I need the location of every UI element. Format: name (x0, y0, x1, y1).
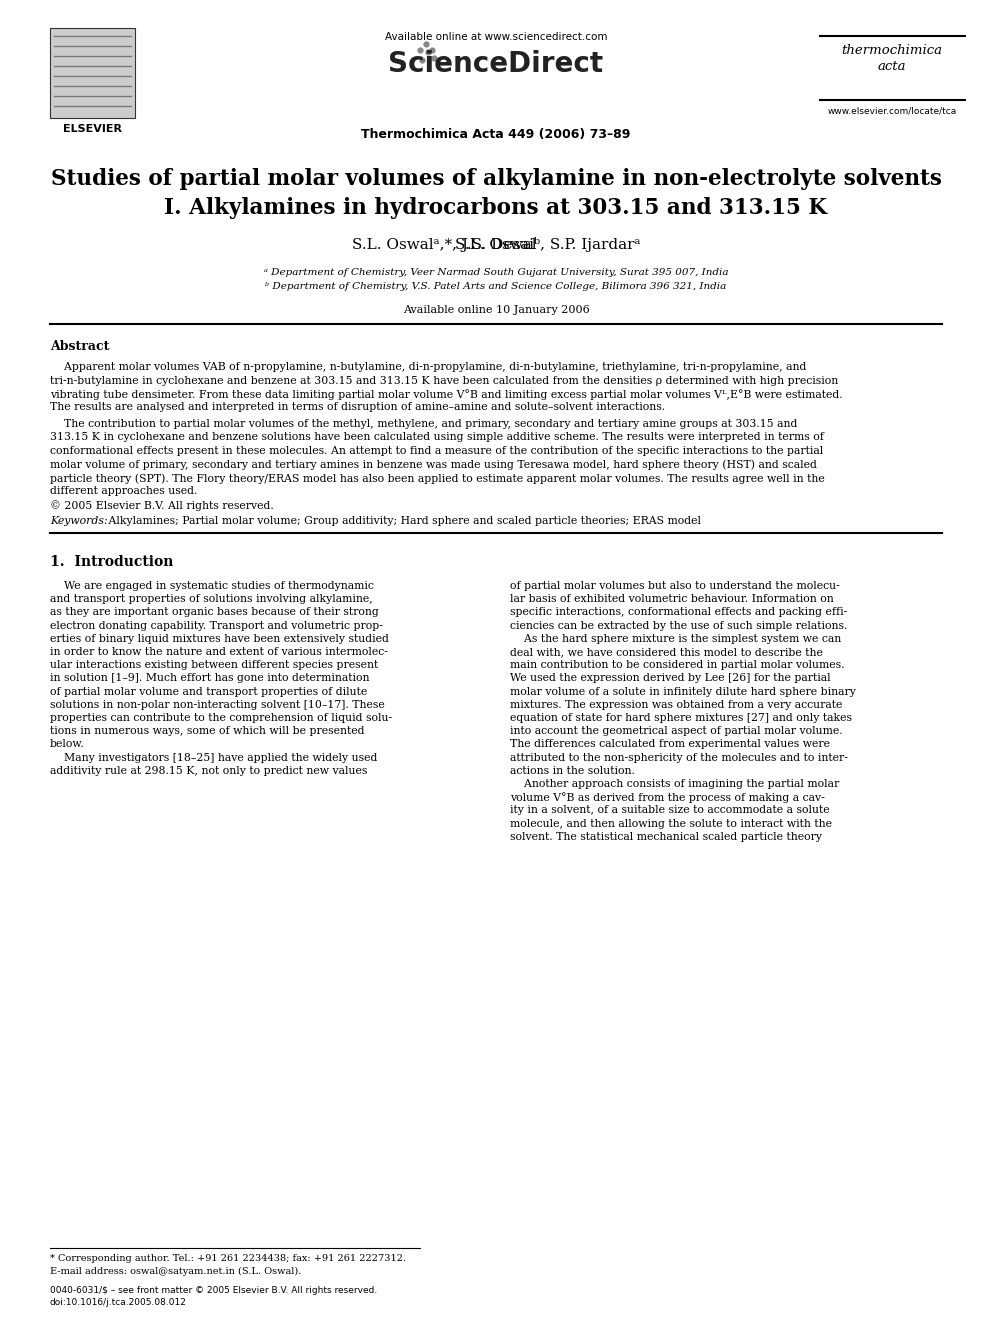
Text: different approaches used.: different approaches used. (50, 487, 197, 496)
Text: deal with, we have considered this model to describe the: deal with, we have considered this model… (510, 647, 823, 658)
Text: www.elsevier.com/locate/tca: www.elsevier.com/locate/tca (827, 107, 956, 116)
Text: Alkylamines; Partial molar volume; Group additivity; Hard sphere and scaled part: Alkylamines; Partial molar volume; Group… (105, 516, 701, 525)
Text: ular interactions existing between different species present: ular interactions existing between diffe… (50, 660, 378, 671)
Text: We used the expression derived by Lee [26] for the partial: We used the expression derived by Lee [2… (510, 673, 830, 684)
Text: of partial molar volumes but also to understand the molecu-: of partial molar volumes but also to und… (510, 581, 840, 591)
Text: Many investigators [18–25] have applied the widely used: Many investigators [18–25] have applied … (50, 753, 377, 762)
Text: ity in a solvent, of a suitable size to accommodate a solute: ity in a solvent, of a suitable size to … (510, 806, 829, 815)
Text: specific interactions, conformational effects and packing effi-: specific interactions, conformational ef… (510, 607, 847, 618)
Text: ᵇ Department of Chemistry, V.S. Patel Arts and Science College, Bilimora 396 321: ᵇ Department of Chemistry, V.S. Patel Ar… (266, 282, 726, 291)
Text: and transport properties of solutions involving alkylamine,: and transport properties of solutions in… (50, 594, 373, 605)
Text: ELSEVIER: ELSEVIER (63, 124, 122, 134)
Text: molecule, and then allowing the solute to interact with the: molecule, and then allowing the solute t… (510, 819, 832, 828)
Text: additivity rule at 298.15 K, not only to predict new values: additivity rule at 298.15 K, not only to… (50, 766, 367, 775)
Text: The differences calculated from experimental values were: The differences calculated from experime… (510, 740, 830, 749)
Text: particle theory (SPT). The Flory theory/ERAS model has also been applied to esti: particle theory (SPT). The Flory theory/… (50, 474, 824, 484)
Text: in solution [1–9]. Much effort has gone into determination: in solution [1–9]. Much effort has gone … (50, 673, 369, 684)
Text: lar basis of exhibited volumetric behaviour. Information on: lar basis of exhibited volumetric behavi… (510, 594, 833, 605)
Text: mixtures. The expression was obtained from a very accurate: mixtures. The expression was obtained fr… (510, 700, 842, 710)
Text: thermochimica: thermochimica (841, 44, 942, 57)
Text: molar volume of primary, secondary and tertiary amines in benzene was made using: molar volume of primary, secondary and t… (50, 459, 816, 470)
Text: 1.  Introduction: 1. Introduction (50, 556, 174, 569)
Text: attributed to the non-sphericity of the molecules and to inter-: attributed to the non-sphericity of the … (510, 753, 848, 762)
Text: 0040-6031/$ – see front matter © 2005 Elsevier B.V. All rights reserved.: 0040-6031/$ – see front matter © 2005 El… (50, 1286, 377, 1295)
Text: conformational effects present in these molecules. An attempt to find a measure : conformational effects present in these … (50, 446, 823, 456)
Text: 313.15 K in cyclohexane and benzene solutions have been calculated using simple : 313.15 K in cyclohexane and benzene solu… (50, 433, 824, 442)
Text: into account the geometrical aspect of partial molar volume.: into account the geometrical aspect of p… (510, 726, 842, 736)
Text: Studies of partial molar volumes of alkylamine in non-electrolyte solvents: Studies of partial molar volumes of alky… (51, 168, 941, 191)
Text: Keywords:: Keywords: (50, 516, 111, 525)
Text: Available online at www.sciencedirect.com: Available online at www.sciencedirect.co… (385, 32, 607, 42)
Text: doi:10.1016/j.tca.2005.08.012: doi:10.1016/j.tca.2005.08.012 (50, 1298, 186, 1307)
Text: acta: acta (878, 60, 907, 73)
Text: volume V°B as derived from the process of making a cav-: volume V°B as derived from the process o… (510, 792, 824, 803)
Text: S.L. Oswalᵃ,*, J.S. Desaiᵇ, S.P. Ijardarᵃ: S.L. Oswalᵃ,*, J.S. Desaiᵇ, S.P. Ijardar… (352, 237, 640, 251)
Text: solvent. The statistical mechanical scaled particle theory: solvent. The statistical mechanical scal… (510, 832, 822, 841)
Text: We are engaged in systematic studies of thermodynamic: We are engaged in systematic studies of … (50, 581, 374, 591)
Text: ScienceDirect: ScienceDirect (389, 50, 603, 78)
Bar (50, 28, 135, 118)
Text: © 2005 Elsevier B.V. All rights reserved.: © 2005 Elsevier B.V. All rights reserved… (50, 500, 274, 511)
Text: * Corresponding author. Tel.: +91 261 2234438; fax: +91 261 2227312.: * Corresponding author. Tel.: +91 261 22… (50, 1254, 406, 1263)
Text: E-mail address: oswal@satyam.net.in (S.L. Oswal).: E-mail address: oswal@satyam.net.in (S.L… (50, 1267, 302, 1277)
Text: Thermochimica Acta 449 (2006) 73–89: Thermochimica Acta 449 (2006) 73–89 (361, 128, 631, 142)
Text: electron donating capability. Transport and volumetric prop-: electron donating capability. Transport … (50, 620, 383, 631)
Text: Apparent molar volumes VAB of n-propylamine, n-butylamine, di-n-propylamine, di-: Apparent molar volumes VAB of n-propylam… (50, 363, 806, 372)
Text: properties can contribute to the comprehension of liquid solu-: properties can contribute to the compreh… (50, 713, 392, 722)
Text: as they are important organic bases because of their strong: as they are important organic bases beca… (50, 607, 379, 618)
Text: The results are analysed and interpreted in terms of disruption of amine–amine a: The results are analysed and interpreted… (50, 402, 665, 413)
Text: As the hard sphere mixture is the simplest system we can: As the hard sphere mixture is the simple… (510, 634, 841, 644)
Text: ciencies can be extracted by the use of such simple relations.: ciencies can be extracted by the use of … (510, 620, 847, 631)
Text: molar volume of a solute in infinitely dilute hard sphere binary: molar volume of a solute in infinitely d… (510, 687, 856, 697)
Text: below.: below. (50, 740, 84, 749)
Text: Available online 10 January 2006: Available online 10 January 2006 (403, 306, 589, 315)
Text: tions in numerous ways, some of which will be presented: tions in numerous ways, some of which wi… (50, 726, 364, 736)
Text: in order to know the nature and extent of various intermolec-: in order to know the nature and extent o… (50, 647, 388, 658)
Text: solutions in non-polar non-interacting solvent [10–17]. These: solutions in non-polar non-interacting s… (50, 700, 385, 710)
Text: The contribution to partial molar volumes of the methyl, methylene, and primary,: The contribution to partial molar volume… (50, 419, 798, 429)
Text: erties of binary liquid mixtures have been extensively studied: erties of binary liquid mixtures have be… (50, 634, 389, 644)
Text: actions in the solution.: actions in the solution. (510, 766, 635, 775)
Text: ᵃ Department of Chemistry, Veer Narmad South Gujarat University, Surat 395 007, : ᵃ Department of Chemistry, Veer Narmad S… (264, 269, 728, 277)
Text: Abstract: Abstract (50, 340, 109, 353)
Text: vibrating tube densimeter. From these data limiting partial molar volume V°B and: vibrating tube densimeter. From these da… (50, 389, 842, 400)
Text: of partial molar volume and transport properties of dilute: of partial molar volume and transport pr… (50, 687, 367, 697)
Text: equation of state for hard sphere mixtures [27] and only takes: equation of state for hard sphere mixtur… (510, 713, 852, 722)
Text: main contribution to be considered in partial molar volumes.: main contribution to be considered in pa… (510, 660, 844, 671)
Text: Another approach consists of imagining the partial molar: Another approach consists of imagining t… (510, 779, 839, 789)
Text: tri-n-butylamine in cyclohexane and benzene at 303.15 and 313.15 K have been cal: tri-n-butylamine in cyclohexane and benz… (50, 376, 838, 385)
Text: S.L. Oswal: S.L. Oswal (455, 238, 537, 251)
Text: I. Alkylamines in hydrocarbons at 303.15 and 313.15 K: I. Alkylamines in hydrocarbons at 303.15… (165, 197, 827, 220)
